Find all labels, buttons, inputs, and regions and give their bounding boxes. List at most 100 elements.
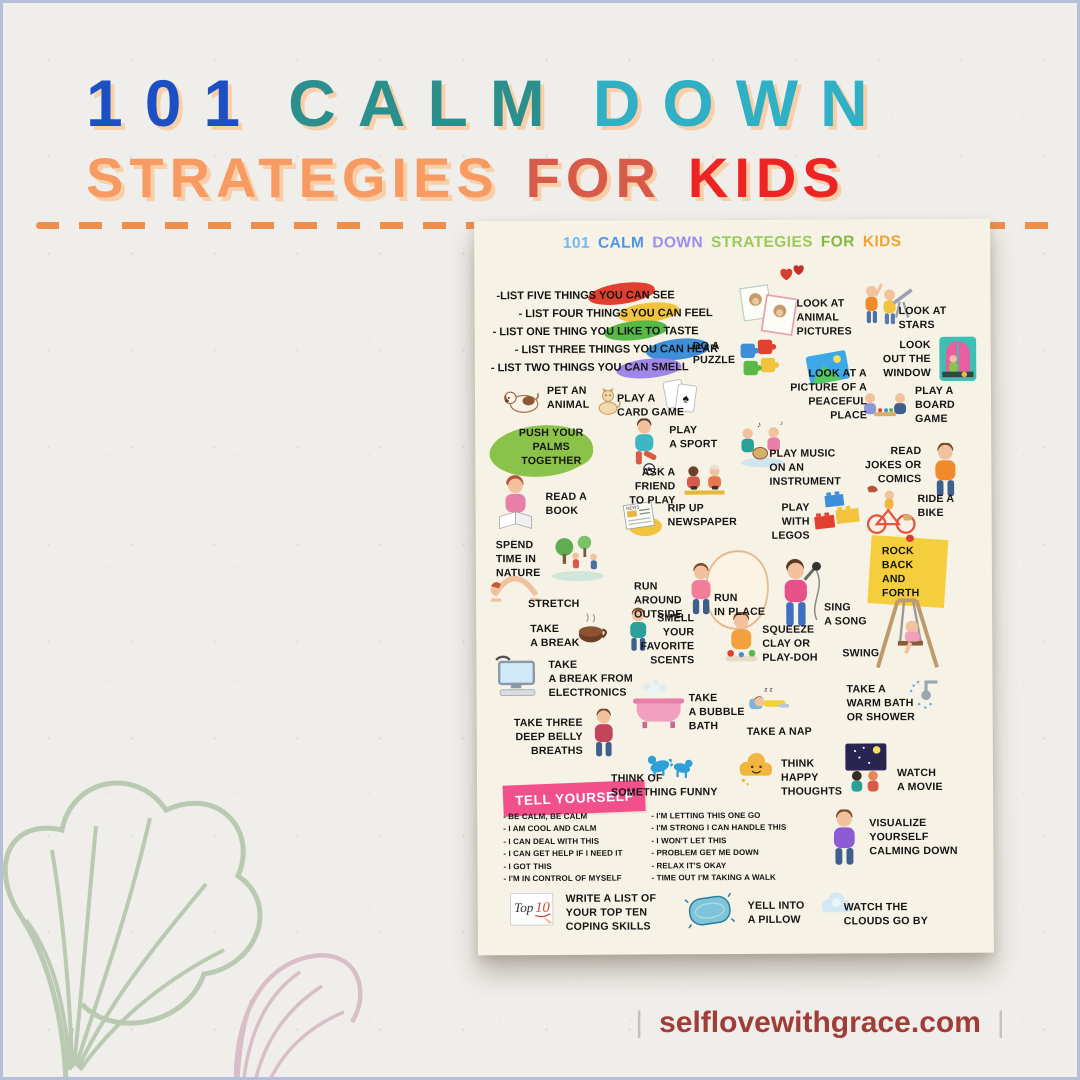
stargazing-icon: [854, 273, 918, 333]
strategy-run-in-place: RUN IN PLACE: [714, 591, 766, 619]
strategy-visualize-yourself-calming-down: VISUALIZE YOURSELF CALMING DOWN: [869, 816, 958, 858]
cat-icon: [591, 379, 625, 423]
svg-text:♪: ♪: [780, 420, 783, 427]
music-kids-icon: ♪ ♪: [731, 418, 793, 470]
strategies-poster: 101 CALM DOWN STRATEGIES FOR KIDS TELL YOURSE…: [474, 218, 994, 956]
puzzle-icon: [737, 334, 785, 386]
green-brush-highlight: [485, 415, 597, 487]
strategy-look-at-stars: LOOK AT STARS: [898, 304, 947, 332]
footer-divider-right: |: [996, 1006, 1005, 1039]
runner-icon: [682, 562, 720, 618]
affirmations-left-column: - BE CALM, BE CALM - I AM COOL AND CALM …: [503, 811, 623, 884]
title-word: DOWN: [652, 234, 704, 252]
swing-icon: [868, 591, 946, 675]
breathing-girl-icon: [585, 708, 623, 759]
svg-text:Top: Top: [514, 900, 534, 915]
newspaper-icon: NEWS: [618, 496, 666, 540]
strategy-take-a-break-from-electronics: TAKE A BREAK FROM ELECTRONICS: [548, 658, 633, 699]
shower-icon: [900, 671, 944, 723]
title-line-2: STRATEGIES FOR KIDS: [86, 150, 916, 206]
animal-photos-icon: [738, 280, 797, 342]
run-in-place-blob: [702, 548, 772, 632]
paint-blob-green: [602, 315, 670, 346]
svg-text:z z: z z: [764, 686, 773, 693]
strategy-spend-time-in-nature: SPEND TIME IN NATURE: [495, 539, 541, 580]
svg-text:♪: ♪: [757, 419, 761, 429]
strategy-take-a-break: TAKE A BREAK: [530, 622, 580, 650]
website-footer: | selflovewithgrace.com |: [560, 1006, 1080, 1040]
paint-blob-purple: [614, 353, 684, 383]
strategy-watch-a-movie: WATCH A MOVIE: [896, 766, 943, 794]
strategy-rip-up-newspaper: RIP UP NEWSPAPER: [667, 502, 737, 529]
smell-girl-icon: [622, 602, 654, 658]
happy-cloud-icon: [733, 746, 779, 788]
strategy-rock-back-and-forth: ROCK BACK AND FORTH: [881, 545, 920, 600]
nature-icon: [544, 527, 612, 583]
playing-cards-icon: ♠: [659, 370, 703, 424]
title-word: CALM: [597, 234, 645, 252]
strategy-play-music-on-an-instrument: PLAY MUSIC ON AN INSTRUMENT: [769, 447, 841, 488]
pillow-icon: [676, 886, 744, 934]
title-word: STRATEGIES: [86, 146, 500, 209]
title-word: STRATEGIES: [710, 233, 813, 252]
reading-girl-icon: [489, 475, 541, 531]
title-word: KIDS: [687, 146, 846, 209]
title-word: DOWN: [592, 66, 890, 140]
strategy-look-at-animal-pictures: LOOK AT ANIMAL PICTURES: [796, 297, 852, 338]
peaceful-picture-icon: [799, 345, 857, 393]
flower-line-art: [2, 780, 363, 1080]
paint-blob-red: [585, 276, 658, 312]
sense-list-line: - LIST FOUR THINGS YOU CAN FEEL: [518, 307, 713, 321]
strategy-read-jokes-or-comics: READ JOKES OR COMICS: [864, 445, 922, 486]
strategy-take-a-warm-bath-or-shower: TAKE A WARM BATH OR SHOWER: [846, 683, 916, 724]
title-line-1: 101 CALM DOWN: [86, 70, 916, 136]
strategy-smell-your-favorite-scents: SMELL YOUR FAVORITE SCENTS: [640, 612, 695, 667]
title-word: 101: [86, 66, 263, 140]
svg-text:10: 10: [535, 900, 550, 916]
strategy-do-a-puzzle: DO A PUZZLE: [692, 340, 736, 367]
napping-icon: z z: [738, 682, 800, 726]
footer-divider-left: |: [635, 1006, 644, 1039]
strategy-yell-into-a-pillow: YELL INTO A PILLOW: [747, 899, 805, 926]
strategy-ride-a-bike: RIDE A BIKE: [917, 492, 955, 520]
clouds-icon: [808, 883, 864, 921]
soccer-kid-icon: [621, 418, 667, 476]
strategy-sing-a-song: SING A SONG: [824, 601, 867, 628]
title-word: FOR: [525, 146, 662, 209]
strategy-take-a-nap: TAKE A NAP: [746, 725, 812, 738]
poster-title: 101 CALM DOWN STRATEGIES FOR KIDS: [474, 233, 990, 254]
svg-text:♠: ♠: [682, 391, 691, 406]
strategy-squeeze-clay-or-play-doh: SQUEEZE CLAY OR PLAY-DOH: [762, 623, 818, 664]
stretch-girl-icon: [486, 555, 544, 605]
strategy-play-with-legos: PLAY WITH LEGOS: [771, 501, 810, 542]
sense-list-line: -LIST FIVE THINGS YOU CAN SEE: [496, 289, 675, 303]
strategy-push-your-palms-together: PUSH YOUR PALMS TOGETHER: [518, 426, 584, 468]
website-url: selflovewithgrace.com: [659, 1006, 981, 1039]
bathtub-icon: [628, 676, 688, 734]
clay-boy-icon: [720, 611, 762, 668]
affirmations-right-column: - I'M LETTING THIS ONE GO - I'M STRONG I…: [651, 810, 787, 883]
visualize-icon: [823, 809, 865, 867]
sense-list-line: - LIST TWO THINGS YOU CAN SMELL: [490, 361, 689, 375]
window-icon: [935, 333, 981, 385]
movie-icon: [839, 735, 893, 801]
title-word: CALM: [288, 66, 567, 140]
strategy-play-a-board-game: PLAY A BOARD GAME: [914, 384, 955, 425]
dog-icon: [495, 381, 547, 419]
comic-boy-icon: [923, 442, 967, 499]
sense-list-line: - LIST THREE THINGS YOU CAN HEAR: [514, 343, 719, 357]
title-word: 101: [562, 234, 591, 252]
funny-dogs-icon: [621, 742, 719, 789]
page-title: 101 CALM DOWN STRATEGIES FOR KIDS: [86, 70, 916, 206]
sticky-note: [866, 531, 951, 610]
strategy-look-at-a-picture-of-a-peaceful-place: LOOK AT A PICTURE OF A PEACEFUL PLACE: [790, 367, 868, 422]
sense-list-line: - LIST ONE THING YOU LIKE TO TASTE: [492, 325, 699, 339]
title-word: FOR: [820, 233, 855, 251]
paint-blob-yellow: [615, 297, 681, 328]
singer-icon: [772, 556, 824, 634]
strategy-read-a-book: READ A BOOK: [545, 490, 587, 517]
lego-icon: [805, 485, 867, 537]
coffee-icon: [570, 609, 616, 649]
title-word: KIDS: [862, 233, 902, 251]
